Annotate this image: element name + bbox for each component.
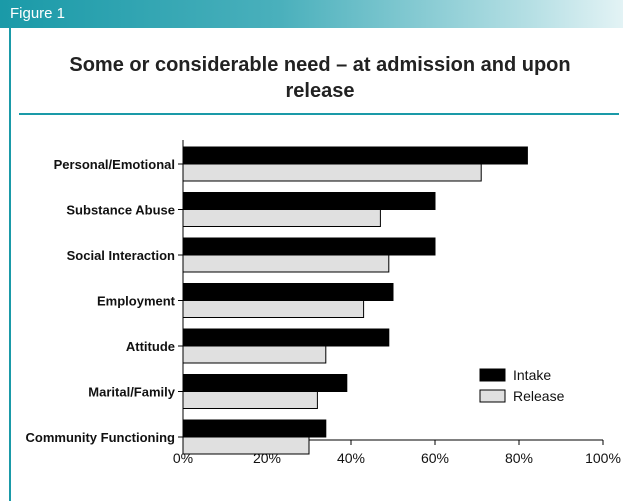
- legend-swatch-release: [479, 389, 506, 403]
- category-label: Employment: [97, 294, 176, 309]
- x-tick-label: 100%: [585, 450, 621, 466]
- bar-intake: [182, 237, 436, 256]
- bar-intake: [182, 192, 436, 210]
- bar-release: [182, 345, 327, 364]
- bar-intake: [182, 419, 327, 438]
- bar-intake: [182, 283, 394, 301]
- bar-intake: [182, 328, 390, 347]
- category-label: Social Interaction: [67, 248, 175, 263]
- chart-title: Some or considerable need – at admission…: [69, 54, 571, 102]
- category-label: Community Functioning: [26, 430, 176, 445]
- left-accent-rule: [9, 28, 11, 501]
- category-label: Marital/Family: [88, 385, 175, 400]
- bar-release: [182, 254, 390, 273]
- bar-release: [182, 163, 482, 182]
- x-tick-label: 40%: [337, 450, 365, 466]
- bar-intake: [182, 146, 528, 165]
- figure-label: Figure 1: [10, 5, 66, 22]
- legend-label-intake: Intake: [513, 367, 551, 383]
- bar-release: [182, 436, 310, 455]
- bar-release: [182, 209, 381, 227]
- figure-header-bar: Figure 1: [0, 0, 623, 28]
- legend-label-release: Release: [513, 388, 565, 404]
- category-label: Personal/Emotional: [54, 157, 175, 172]
- category-label: Attitude: [126, 339, 175, 354]
- bar-release: [182, 391, 318, 409]
- x-tick-label: 80%: [505, 450, 533, 466]
- bar-intake: [182, 374, 348, 392]
- legend-swatch-intake: [479, 368, 506, 382]
- category-label: Substance Abuse: [66, 203, 175, 218]
- title-divider: [19, 113, 619, 115]
- bar-release: [182, 300, 365, 318]
- x-tick-label: 60%: [421, 450, 449, 466]
